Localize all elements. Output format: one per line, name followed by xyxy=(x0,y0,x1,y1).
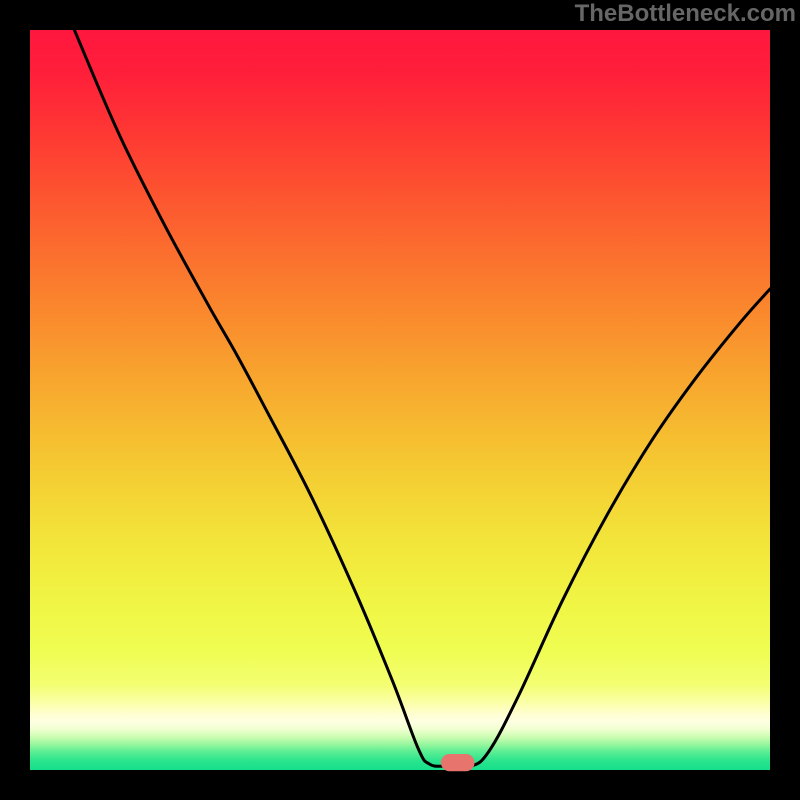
chart-svg xyxy=(0,0,800,800)
plot-background xyxy=(30,30,770,770)
trough-marker xyxy=(441,754,474,770)
chart-stage: TheBottleneck.com xyxy=(0,0,800,800)
